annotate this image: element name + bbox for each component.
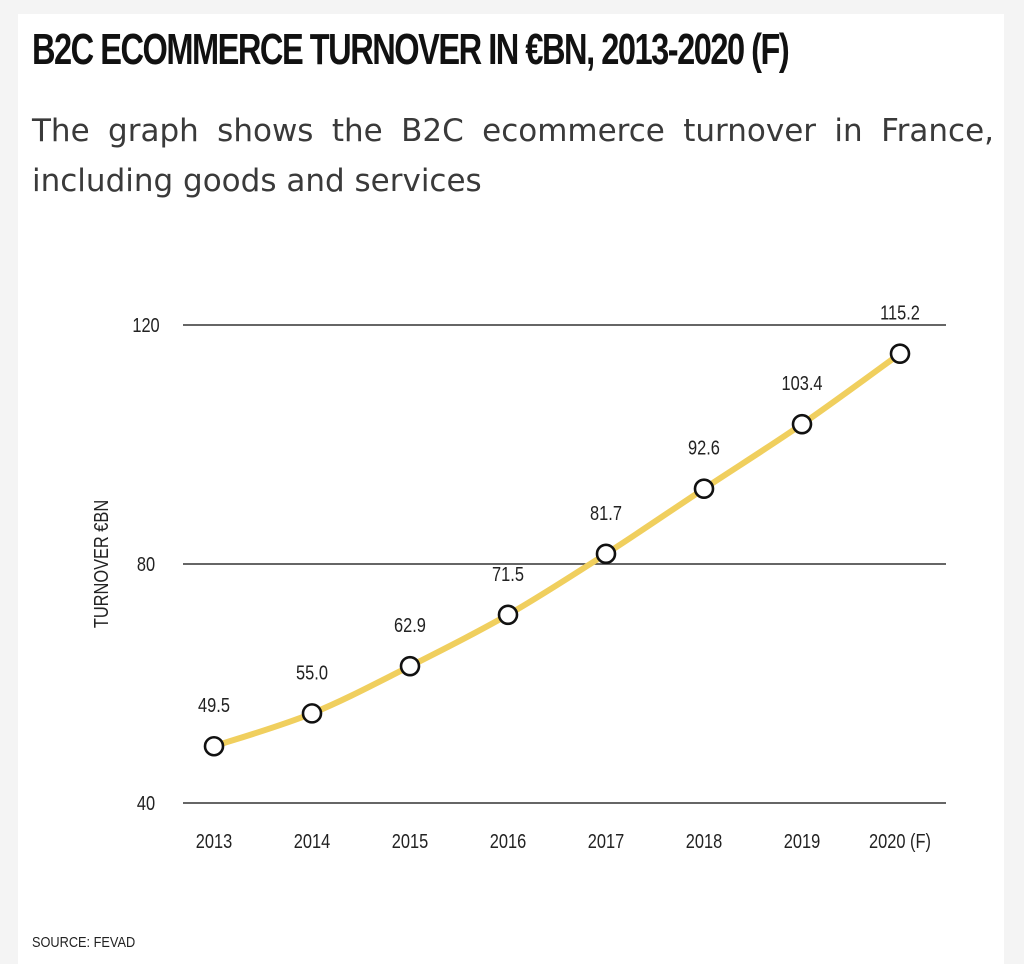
series-line (211, 350, 903, 750)
data-markers (203, 343, 911, 757)
x-tick-label: 2013 (196, 829, 232, 852)
y-tick-label: 40 (137, 791, 155, 814)
x-tick-label: 2014 (294, 829, 330, 852)
data-point-2016 (497, 604, 519, 626)
data-point-2018 (693, 478, 715, 500)
data-label: 103.4 (782, 372, 823, 395)
data-label: 115.2 (880, 301, 920, 324)
x-tick-label: 2018 (686, 829, 722, 852)
source-note: SOURCE: FEVAD (32, 934, 136, 951)
y-tick-label: 120 (132, 313, 159, 336)
chart-card (18, 14, 1004, 964)
y-axis-ticks: 40 80 120 (132, 313, 159, 814)
data-point-2017 (595, 543, 617, 565)
data-labels: 49.5 55.0 62.9 71.5 81.7 92.6 103.4 115.2 (198, 301, 920, 717)
data-point-2020f (889, 343, 911, 364)
chart-subtitle: The graph shows the B2C ecommerce turnov… (32, 113, 994, 199)
x-tick-label: 2017 (588, 829, 624, 852)
y-axis-label: TURNOVER €BN (89, 500, 112, 628)
chart-title: B2C ECOMMERCE TURNOVER IN €BN, 2013-2020… (32, 25, 790, 74)
data-label: 81.7 (590, 501, 622, 524)
x-tick-label: 2016 (490, 829, 526, 852)
y-tick-label: 80 (137, 552, 155, 575)
gridlines (183, 324, 946, 804)
data-point-2015 (399, 655, 421, 677)
data-label: 62.9 (394, 614, 426, 637)
x-tick-label: 2015 (392, 829, 428, 852)
data-point-2019 (791, 413, 813, 435)
data-label: 49.5 (198, 694, 230, 717)
data-point-2013 (203, 735, 225, 757)
x-tick-label: 2019 (784, 829, 820, 852)
data-label: 71.5 (492, 562, 524, 585)
data-label: 92.6 (688, 436, 720, 459)
x-tick-label: 2020 (F) (869, 829, 931, 852)
x-axis-ticks: 2013 2014 2015 2016 2017 2018 2019 2020 (F) (196, 829, 931, 852)
data-label: 55.0 (296, 661, 328, 684)
data-point-2014 (301, 703, 323, 724)
